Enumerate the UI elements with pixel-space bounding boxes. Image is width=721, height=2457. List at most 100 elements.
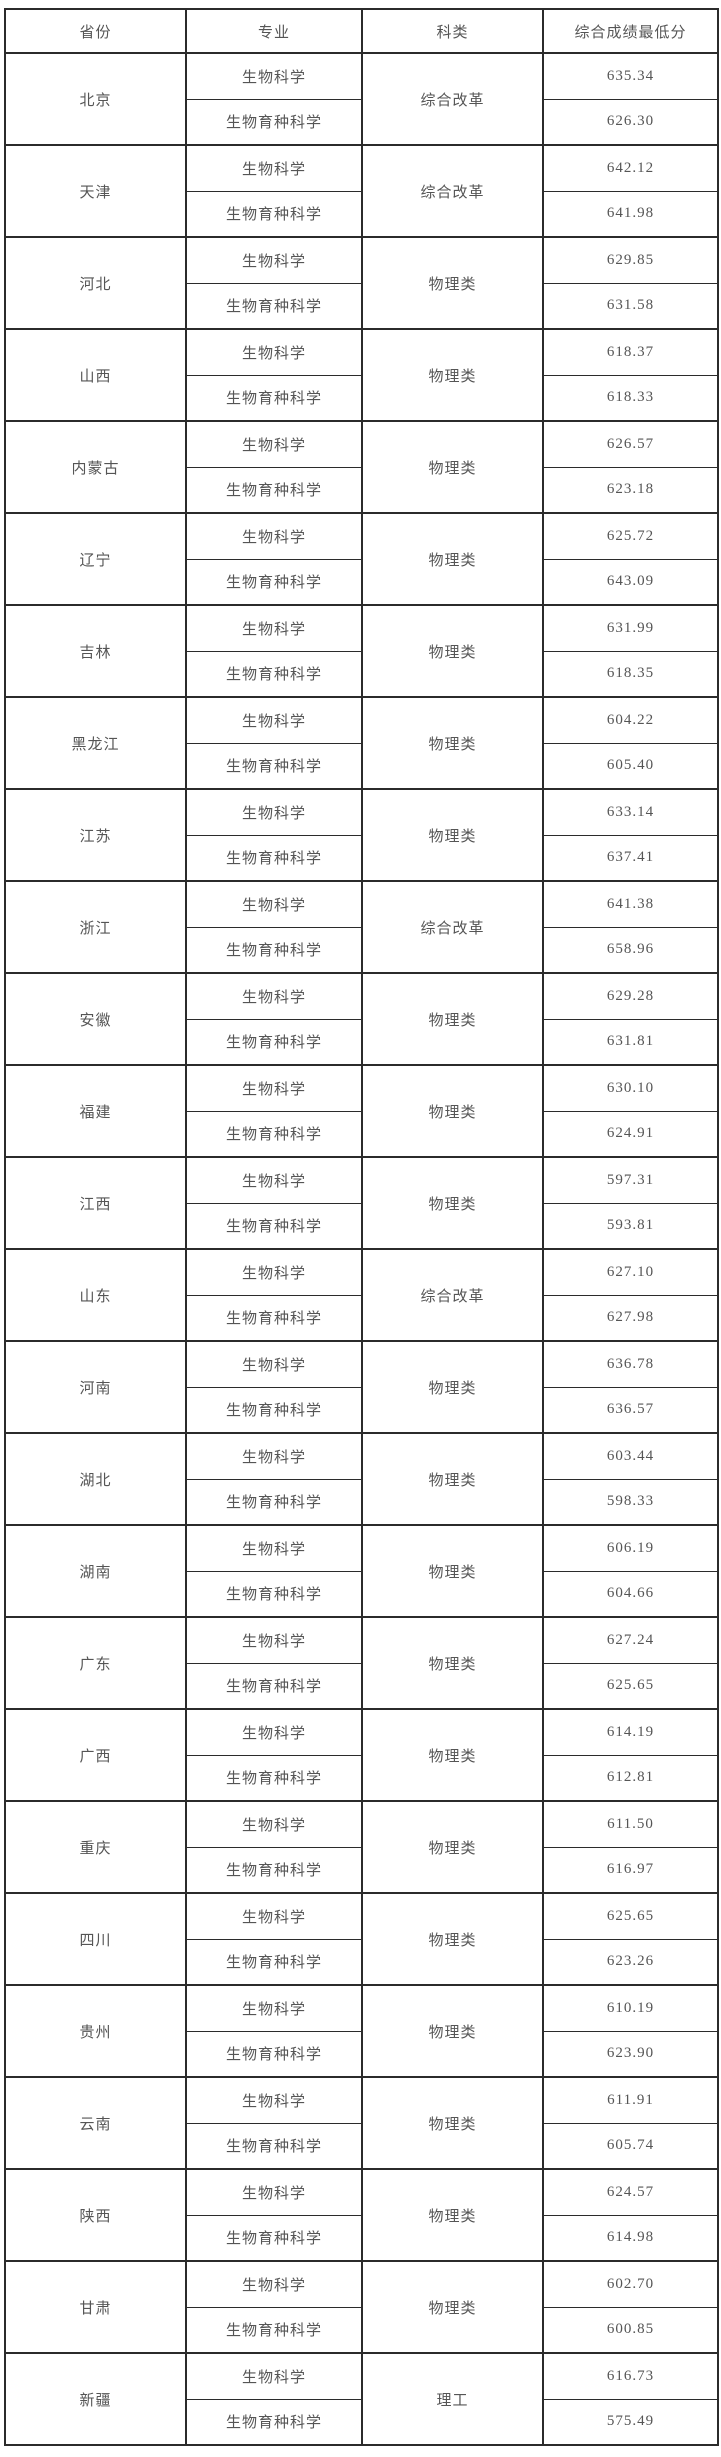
score-cell: 625.72 [542, 512, 719, 560]
table-row: 生物育种科学 631.81 [5, 1018, 719, 1066]
category-cell: 综合改革 [361, 52, 544, 146]
table-body: 北京 生物科学 综合改革 635.34 生物育种科学 626.30 天津 生物科学 综合改革 64… [4, 52, 719, 2446]
major-cell: 生物育种科学 [185, 650, 363, 698]
major-cell: 生物科学 [185, 512, 363, 560]
category-cell: 物理类 [361, 2260, 544, 2354]
header-cell-province: 省份 [4, 8, 187, 54]
province-cell: 北京 [4, 52, 187, 146]
major-cell: 生物科学 [185, 1800, 363, 1848]
table-row: 广东 生物科学 物理类 627.24 [4, 1616, 719, 1710]
table-row: 江苏 生物科学 物理类 633.14 [4, 788, 719, 882]
major-cell: 生物育种科学 [185, 926, 363, 974]
table-row: 生物育种科学 614.98 [5, 2214, 719, 2262]
category-cell: 综合改革 [361, 144, 544, 238]
table-row: 内蒙古 生物科学 物理类 626.57 [4, 420, 719, 514]
major-cell: 生物育种科学 [185, 2214, 363, 2262]
major-cell: 生物育种科学 [185, 1754, 363, 1802]
score-cell: 623.90 [542, 2030, 719, 2078]
table-row: 重庆 生物科学 物理类 611.50 [4, 1800, 719, 1894]
score-cell: 631.58 [542, 282, 719, 330]
province-cell: 贵州 [4, 1984, 187, 2078]
major-cell: 生物育种科学 [185, 742, 363, 790]
major-cell: 生物育种科学 [185, 374, 363, 422]
major-cell: 生物育种科学 [185, 1018, 363, 1066]
major-cell: 生物科学 [185, 420, 363, 468]
category-cell: 物理类 [361, 1708, 544, 1802]
table-row: 陕西 生物科学 物理类 624.57 [4, 2168, 719, 2262]
table-row: 吉林 生物科学 物理类 631.99 [4, 604, 719, 698]
major-cell: 生物育种科学 [185, 1570, 363, 1618]
major-cell: 生物科学 [185, 1064, 363, 1112]
score-cell: 625.65 [542, 1892, 719, 1940]
score-cell: 641.38 [542, 880, 719, 928]
score-cell: 600.85 [542, 2306, 719, 2354]
table-row: 生物育种科学 636.57 [5, 1386, 719, 1434]
table-header: 省份 专业 科类 综合成绩最低分 [4, 8, 719, 54]
table-header-row: 省份 专业 科类 综合成绩最低分 [4, 8, 719, 54]
table-row: 山西 生物科学 物理类 618.37 [4, 328, 719, 422]
table-row: 浙江 生物科学 综合改革 641.38 [4, 880, 719, 974]
score-cell: 610.19 [542, 1984, 719, 2032]
score-cell: 618.37 [542, 328, 719, 376]
category-cell: 物理类 [361, 788, 544, 882]
score-cell: 604.66 [542, 1570, 719, 1618]
score-cell: 612.81 [542, 1754, 719, 1802]
score-cell: 637.41 [542, 834, 719, 882]
major-cell: 生物科学 [185, 328, 363, 376]
score-cell: 614.19 [542, 1708, 719, 1756]
score-cell: 629.85 [542, 236, 719, 284]
score-cell: 624.57 [542, 2168, 719, 2216]
category-cell: 物理类 [361, 1524, 544, 1618]
score-cell: 611.91 [542, 2076, 719, 2124]
table-row: 山东 生物科学 综合改革 627.10 [4, 1248, 719, 1342]
table-row: 生物育种科学 616.97 [5, 1846, 719, 1894]
category-cell: 综合改革 [361, 1248, 544, 1342]
category-cell: 物理类 [361, 1800, 544, 1894]
province-cell: 吉林 [4, 604, 187, 698]
major-cell: 生物育种科学 [185, 190, 363, 238]
score-cell: 658.96 [542, 926, 719, 974]
table-row: 生物育种科学 624.91 [5, 1110, 719, 1158]
major-cell: 生物科学 [185, 972, 363, 1020]
header-cell-category: 科类 [361, 8, 544, 54]
score-cell: 627.98 [542, 1294, 719, 1342]
table-row: 辽宁 生物科学 物理类 625.72 [4, 512, 719, 606]
table-row: 生物育种科学 631.58 [5, 282, 719, 330]
province-cell: 辽宁 [4, 512, 187, 606]
category-cell: 物理类 [361, 328, 544, 422]
major-cell: 生物育种科学 [185, 2030, 363, 2078]
province-cell: 四川 [4, 1892, 187, 1986]
score-cell: 641.98 [542, 190, 719, 238]
admission-score-table: 省份 专业 科类 综合成绩最低分 北京 生物科学 综合改革 635.34 生物育种科学 6… [4, 8, 719, 2446]
table-row: 四川 生物科学 物理类 625.65 [4, 1892, 719, 1986]
score-cell: 602.70 [542, 2260, 719, 2308]
score-cell: 616.73 [542, 2352, 719, 2400]
major-cell: 生物育种科学 [185, 2398, 363, 2446]
category-cell: 物理类 [361, 1984, 544, 2078]
score-cell: 636.57 [542, 1386, 719, 1434]
major-cell: 生物育种科学 [185, 834, 363, 882]
category-cell: 物理类 [361, 1892, 544, 1986]
major-cell: 生物科学 [185, 1616, 363, 1664]
category-cell: 理工 [361, 2352, 544, 2446]
score-cell: 593.81 [542, 1202, 719, 1250]
major-cell: 生物科学 [185, 1432, 363, 1480]
table-row: 生物育种科学 627.98 [5, 1294, 719, 1342]
province-cell: 新疆 [4, 2352, 187, 2446]
major-cell: 生物科学 [185, 2260, 363, 2308]
major-cell: 生物科学 [185, 1892, 363, 1940]
major-cell: 生物育种科学 [185, 1202, 363, 1250]
category-cell: 物理类 [361, 512, 544, 606]
province-cell: 山西 [4, 328, 187, 422]
table-row: 生物育种科学 637.41 [5, 834, 719, 882]
major-cell: 生物育种科学 [185, 1294, 363, 1342]
province-cell: 浙江 [4, 880, 187, 974]
table-row: 湖北 生物科学 物理类 603.44 [4, 1432, 719, 1526]
category-cell: 物理类 [361, 2076, 544, 2170]
table-row: 北京 生物科学 综合改革 635.34 [4, 52, 719, 146]
score-cell: 611.50 [542, 1800, 719, 1848]
major-cell: 生物育种科学 [185, 1110, 363, 1158]
major-cell: 生物科学 [185, 1708, 363, 1756]
major-cell: 生物育种科学 [185, 98, 363, 146]
